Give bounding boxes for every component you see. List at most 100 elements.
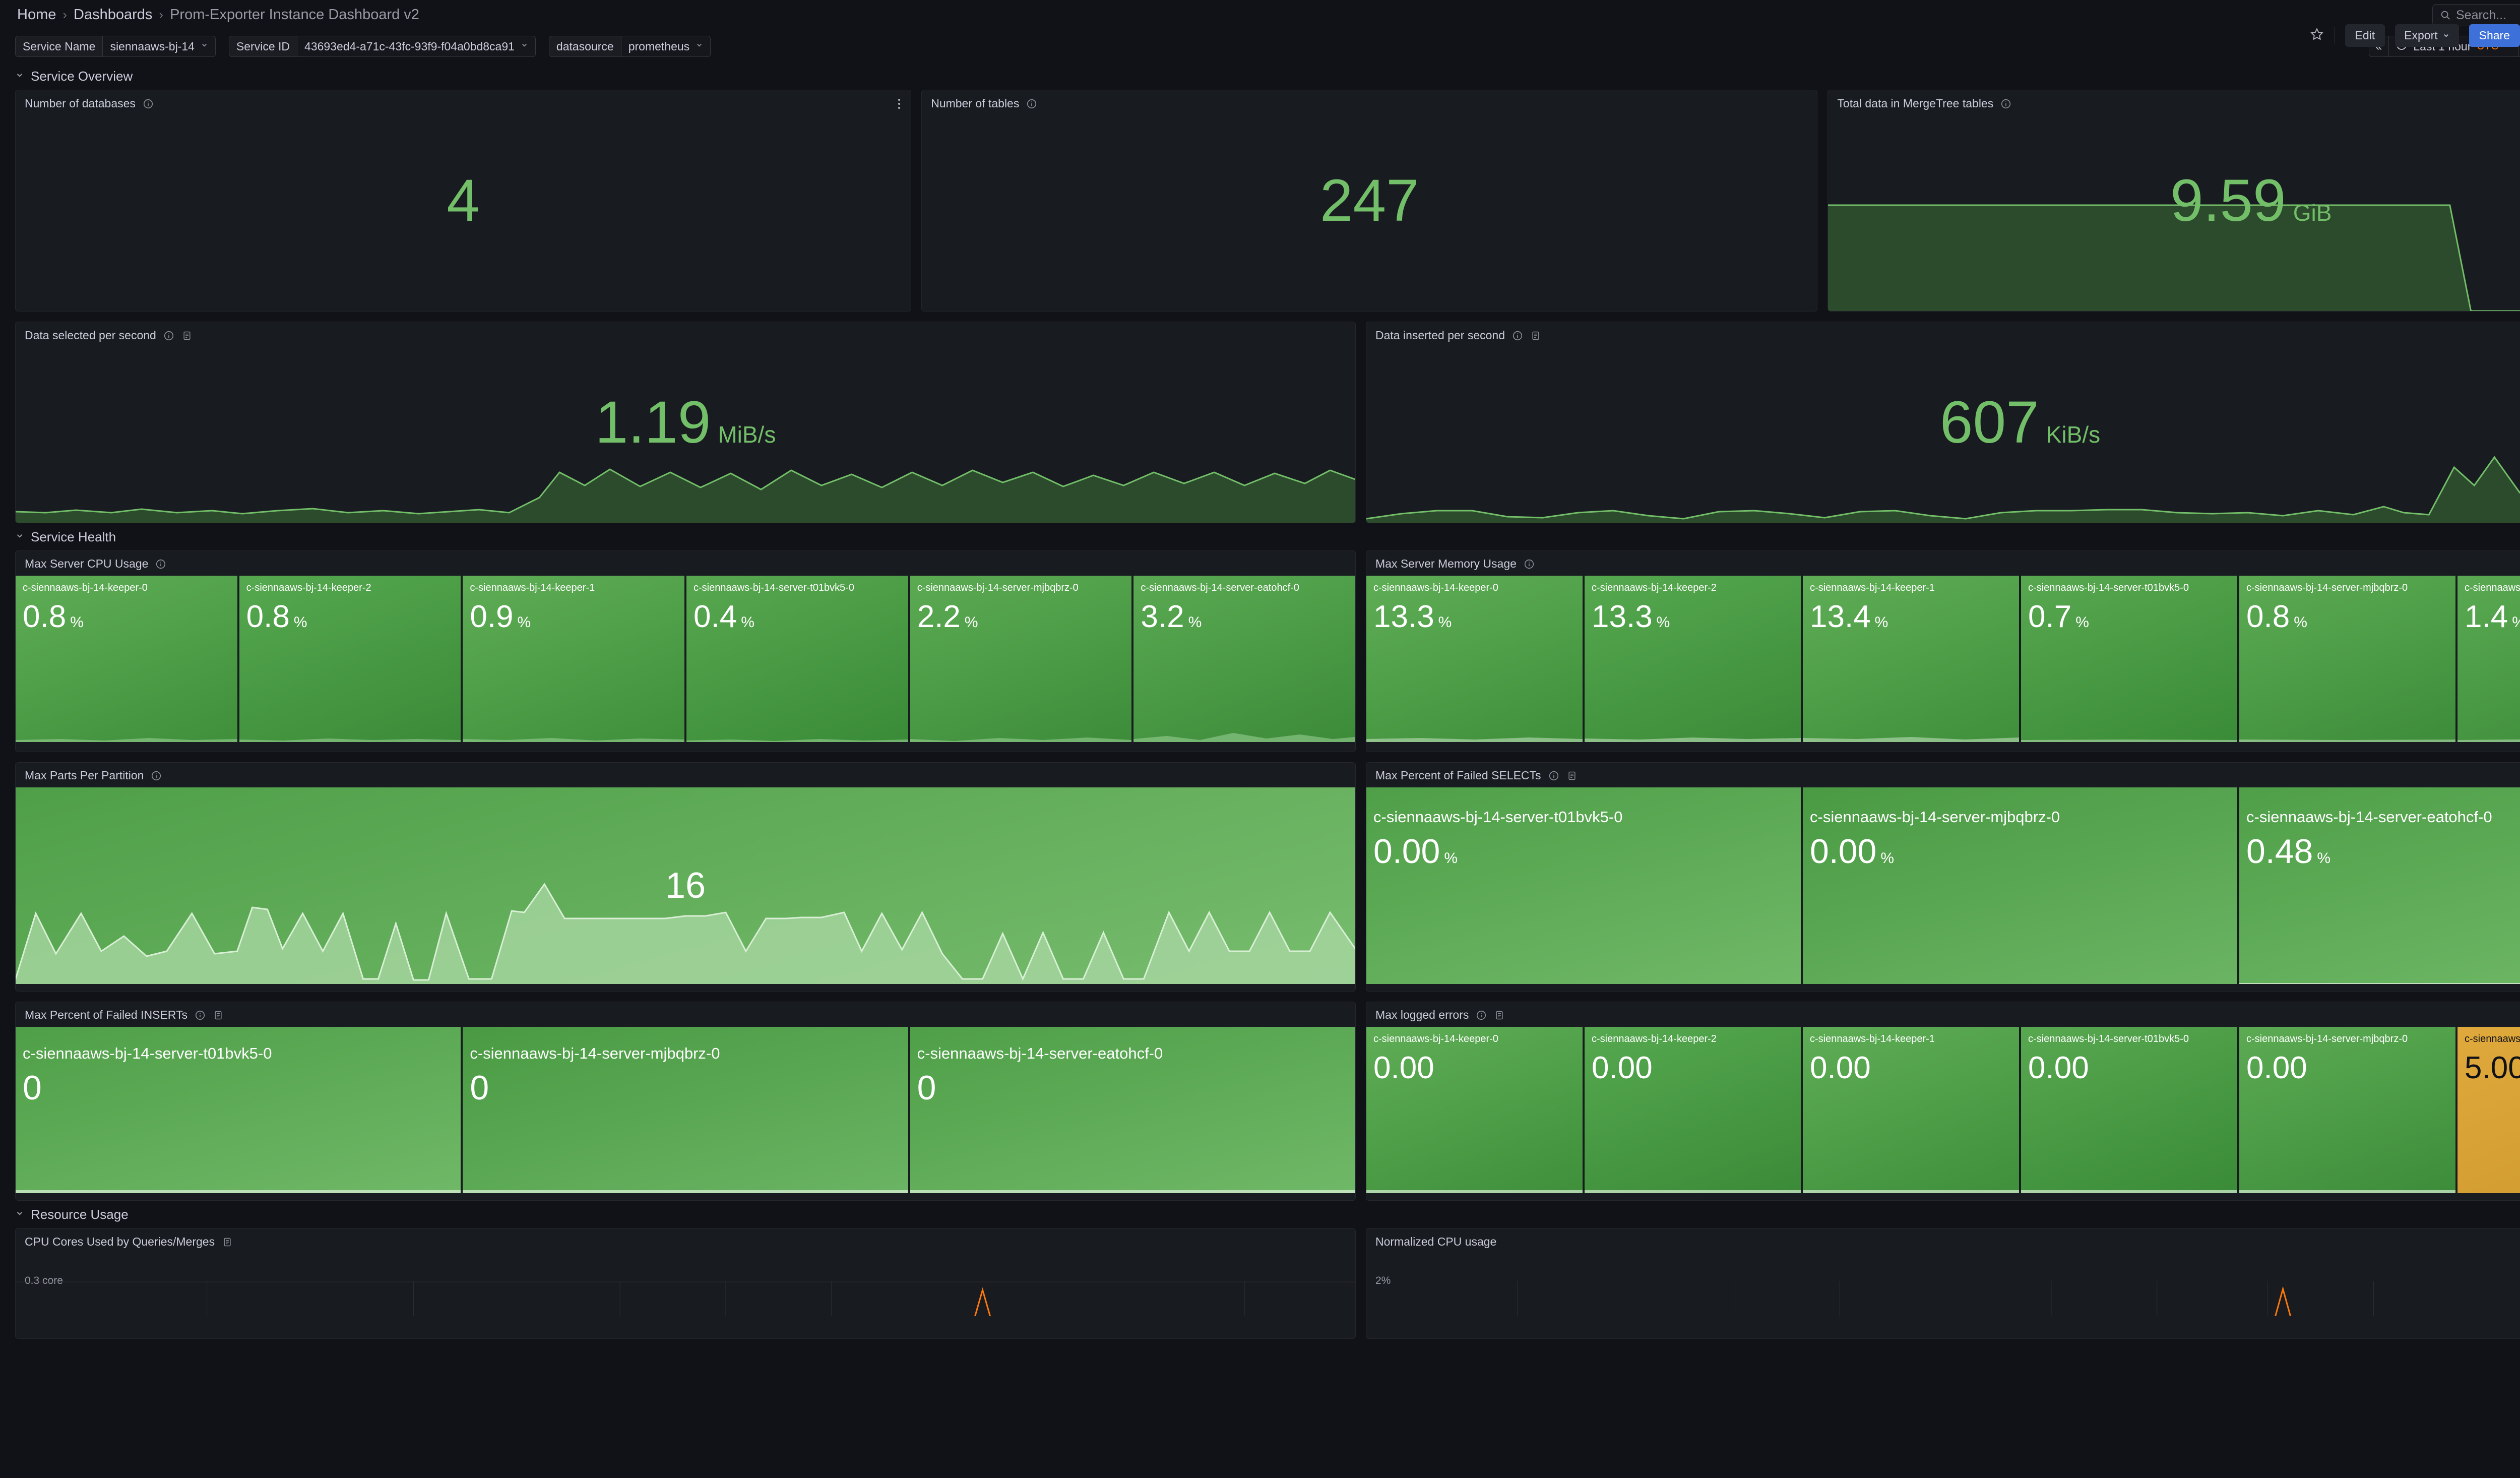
stat-value-wrap: 9.59 GiB (1828, 90, 2520, 311)
stat-tile[interactable]: c-siennaaws-bj-14-keeper-1 0.00 (1803, 1027, 2019, 1193)
variable-service-id[interactable]: Service ID 43693ed4-a71c-43fc-93f9-f04a0… (228, 36, 536, 57)
panel-cpu-cores-used[interactable]: CPU Cores Used by Queries/Merges 0.3 cor… (15, 1228, 1356, 1339)
stat-tile[interactable]: c-siennaaws-bj-14-keeper-2 0.8 % (239, 576, 461, 742)
variable-value-text: prometheus (628, 39, 690, 53)
tile-value-group: 0.00 % (1373, 834, 1794, 869)
tile-value-group: 0.00 (1592, 1053, 1794, 1084)
tile-value-group: 0.00 % (1810, 834, 2230, 869)
stat-tile[interactable]: c-siennaaws-bj-14-server-t01bvk5-0 0 (16, 1027, 461, 1193)
info-icon[interactable] (1476, 1010, 1487, 1021)
stat-tile[interactable]: c-siennaaws-bj-14-keeper-0 0.00 (1366, 1027, 1583, 1193)
panel-max-percent-failed-inserts[interactable]: Max Percent of Failed INSERTs c-siennaaw… (15, 1002, 1356, 1201)
description-icon[interactable] (222, 1237, 233, 1248)
failed-inserts-tiles: c-siennaaws-bj-14-server-t01bvk5-0 0 c-s… (16, 1027, 1355, 1193)
panel-max-server-memory-usage[interactable]: Max Server Memory Usage c-siennaaws-bj-1… (1366, 550, 2520, 752)
stat-tile[interactable]: c-siennaaws-bj-14-keeper-2 13.3 % (1585, 576, 1801, 742)
row-header-resource-usage[interactable]: Resource Usage (15, 1201, 2520, 1228)
panel-data-selected-per-second[interactable]: Data selected per second 1.19 MiB/s (15, 322, 1356, 523)
edit-button[interactable]: Edit (2345, 24, 2385, 47)
row-title-text: Service Overview (31, 68, 133, 84)
info-icon[interactable] (151, 770, 162, 781)
stat-tile[interactable]: c-siennaaws-bj-14-server-eatohcf-0 3.2 % (1133, 576, 1355, 742)
panel-header: Data inserted per second (1366, 322, 2520, 342)
description-icon[interactable] (1494, 1010, 1505, 1021)
search-input[interactable]: Search... ⌘+k (2432, 4, 2520, 26)
variable-service-name[interactable]: Service Name siennaaws-bj-14 (15, 36, 216, 57)
row-header-service-health[interactable]: Service Health (15, 523, 2520, 550)
export-button[interactable]: Export (2395, 24, 2459, 47)
description-icon[interactable] (181, 330, 193, 341)
search-placeholder: Search... (2456, 8, 2507, 22)
stat-tile[interactable]: c-siennaaws-bj-14-server-mjbqbrz-0 0 (463, 1027, 908, 1193)
info-icon[interactable] (143, 98, 154, 109)
tile-value: 0.7 (2028, 599, 2072, 634)
chevron-down-icon (2442, 29, 2450, 42)
info-icon[interactable] (155, 559, 166, 570)
row-header-service-overview[interactable]: Service Overview (15, 63, 2520, 90)
stat-value-group: 9.59 GiB (2170, 171, 2332, 230)
share-button[interactable]: Share (2469, 24, 2520, 47)
info-icon[interactable] (195, 1010, 206, 1021)
variable-datasource[interactable]: datasource prometheus (548, 36, 711, 57)
panel-max-percent-failed-selects[interactable]: Max Percent of Failed SELECTs c-siennaaw… (1366, 762, 2520, 992)
stat-tile[interactable]: c-siennaaws-bj-14-server-t01bvk5-0 0.7 % (2021, 576, 2237, 742)
stat-tile-parts[interactable]: 16 (16, 787, 1355, 984)
sparkline-data-selected (16, 437, 1355, 523)
stat-tile[interactable]: c-siennaaws-bj-14-server-mjbqbrz-0 2.2 % (910, 576, 1132, 742)
info-icon[interactable] (163, 330, 174, 341)
tile-value-group: 0.8 % (23, 601, 230, 633)
tile-sparkline (1585, 727, 1801, 742)
info-icon[interactable] (1512, 330, 1523, 341)
overview-grid-top: Number of databases 4 Number of tables (15, 90, 2520, 312)
chevron-down-icon (15, 71, 24, 82)
stat-tile-warning[interactable]: c-siennaaws-bj-14-server-eatohcf-0 5.00 (2458, 1027, 2520, 1193)
panel-max-parts-per-partition[interactable]: Max Parts Per Partition 16 (15, 762, 1356, 992)
panel-max-server-cpu-usage[interactable]: Max Server CPU Usage c-siennaaws-bj-14-k… (15, 550, 1356, 752)
info-icon[interactable] (2000, 98, 2011, 109)
description-icon[interactable] (1530, 330, 1541, 341)
info-icon[interactable] (1524, 559, 1535, 570)
panel-total-data-mergetree[interactable]: Total data in MergeTree tables 9.59 GiB (1828, 90, 2520, 312)
tile-label: c-siennaaws-bj-14-keeper-0 (23, 582, 148, 593)
tile-sparkline (2239, 923, 2520, 984)
stat-tile[interactable]: c-siennaaws-bj-14-server-t01bvk5-0 0.00 … (1366, 787, 1801, 984)
breadcrumb-separator-icon: › (159, 7, 164, 22)
panel-number-of-tables[interactable]: Number of tables 247 (921, 90, 1818, 312)
stat-tile[interactable]: c-siennaaws-bj-14-keeper-0 13.3 % (1366, 576, 1583, 742)
star-icon[interactable] (2309, 27, 2324, 44)
panel-menu-button[interactable] (893, 95, 906, 112)
stat-tile[interactable]: c-siennaaws-bj-14-server-mjbqbrz-0 0.00 (2239, 1027, 2455, 1193)
stat-tile[interactable]: c-siennaaws-bj-14-server-mjbqbrz-0 0.8 % (2239, 576, 2455, 742)
stat-tile[interactable]: c-siennaaws-bj-14-keeper-2 0.00 (1585, 1027, 1801, 1193)
stat-value-group: 247 (1320, 171, 1419, 230)
tile-value: 13.3 (1373, 599, 1434, 634)
panel-title: Total data in MergeTree tables (1837, 97, 1994, 110)
description-icon[interactable] (1566, 770, 1578, 781)
variable-value[interactable]: 43693ed4-a71c-43fc-93f9-f04a0bd8ca91 (297, 36, 535, 56)
stat-tile[interactable]: c-siennaaws-bj-14-server-t01bvk5-0 0.4 % (686, 576, 908, 742)
panel-data-inserted-per-second[interactable]: Data inserted per second 607 KiB/s (1366, 322, 2520, 523)
tile-value: 1.4 (2465, 599, 2508, 634)
panel-normalized-cpu-usage[interactable]: Normalized CPU usage 2% (1366, 1228, 2520, 1339)
variable-value[interactable]: siennaaws-bj-14 (103, 36, 215, 56)
tile-value: 0.8 (246, 599, 290, 634)
stat-tile[interactable]: c-siennaaws-bj-14-server-t01bvk5-0 0.00 (2021, 1027, 2237, 1193)
info-icon[interactable] (1026, 98, 1037, 109)
tile-label: c-siennaaws-bj-14-server-eatohcf-0 (2246, 808, 2492, 826)
variable-value[interactable]: prometheus (621, 36, 710, 56)
stat-tile[interactable]: c-siennaaws-bj-14-keeper-0 0.8 % (16, 576, 237, 742)
tile-label: c-siennaaws-bj-14-server-t01bvk5-0 (694, 582, 855, 593)
panel-number-of-databases[interactable]: Number of databases 4 (15, 90, 912, 312)
stat-tile[interactable]: c-siennaaws-bj-14-server-eatohcf-0 1.4 % (2458, 576, 2520, 742)
stat-tile[interactable]: c-siennaaws-bj-14-server-eatohcf-0 0 (910, 1027, 1355, 1193)
stat-tile[interactable]: c-siennaaws-bj-14-server-mjbqbrz-0 0.00 … (1803, 787, 2237, 984)
info-icon[interactable] (1548, 770, 1559, 781)
breadcrumb-item-dashboards[interactable]: Dashboards (74, 7, 153, 23)
stat-tile[interactable]: c-siennaaws-bj-14-keeper-1 0.9 % (463, 576, 685, 742)
panel-max-logged-errors[interactable]: Max logged errors c-siennaaws-bj-14-keep… (1366, 1002, 2520, 1201)
stat-tile[interactable]: c-siennaaws-bj-14-keeper-1 13.4 % (1803, 576, 2019, 742)
stat-tile[interactable]: c-siennaaws-bj-14-server-eatohcf-0 0.48 … (2239, 787, 2520, 984)
tile-sparkline (1585, 1186, 1801, 1193)
description-icon[interactable] (213, 1010, 224, 1021)
breadcrumb-item-home[interactable]: Home (17, 7, 56, 23)
